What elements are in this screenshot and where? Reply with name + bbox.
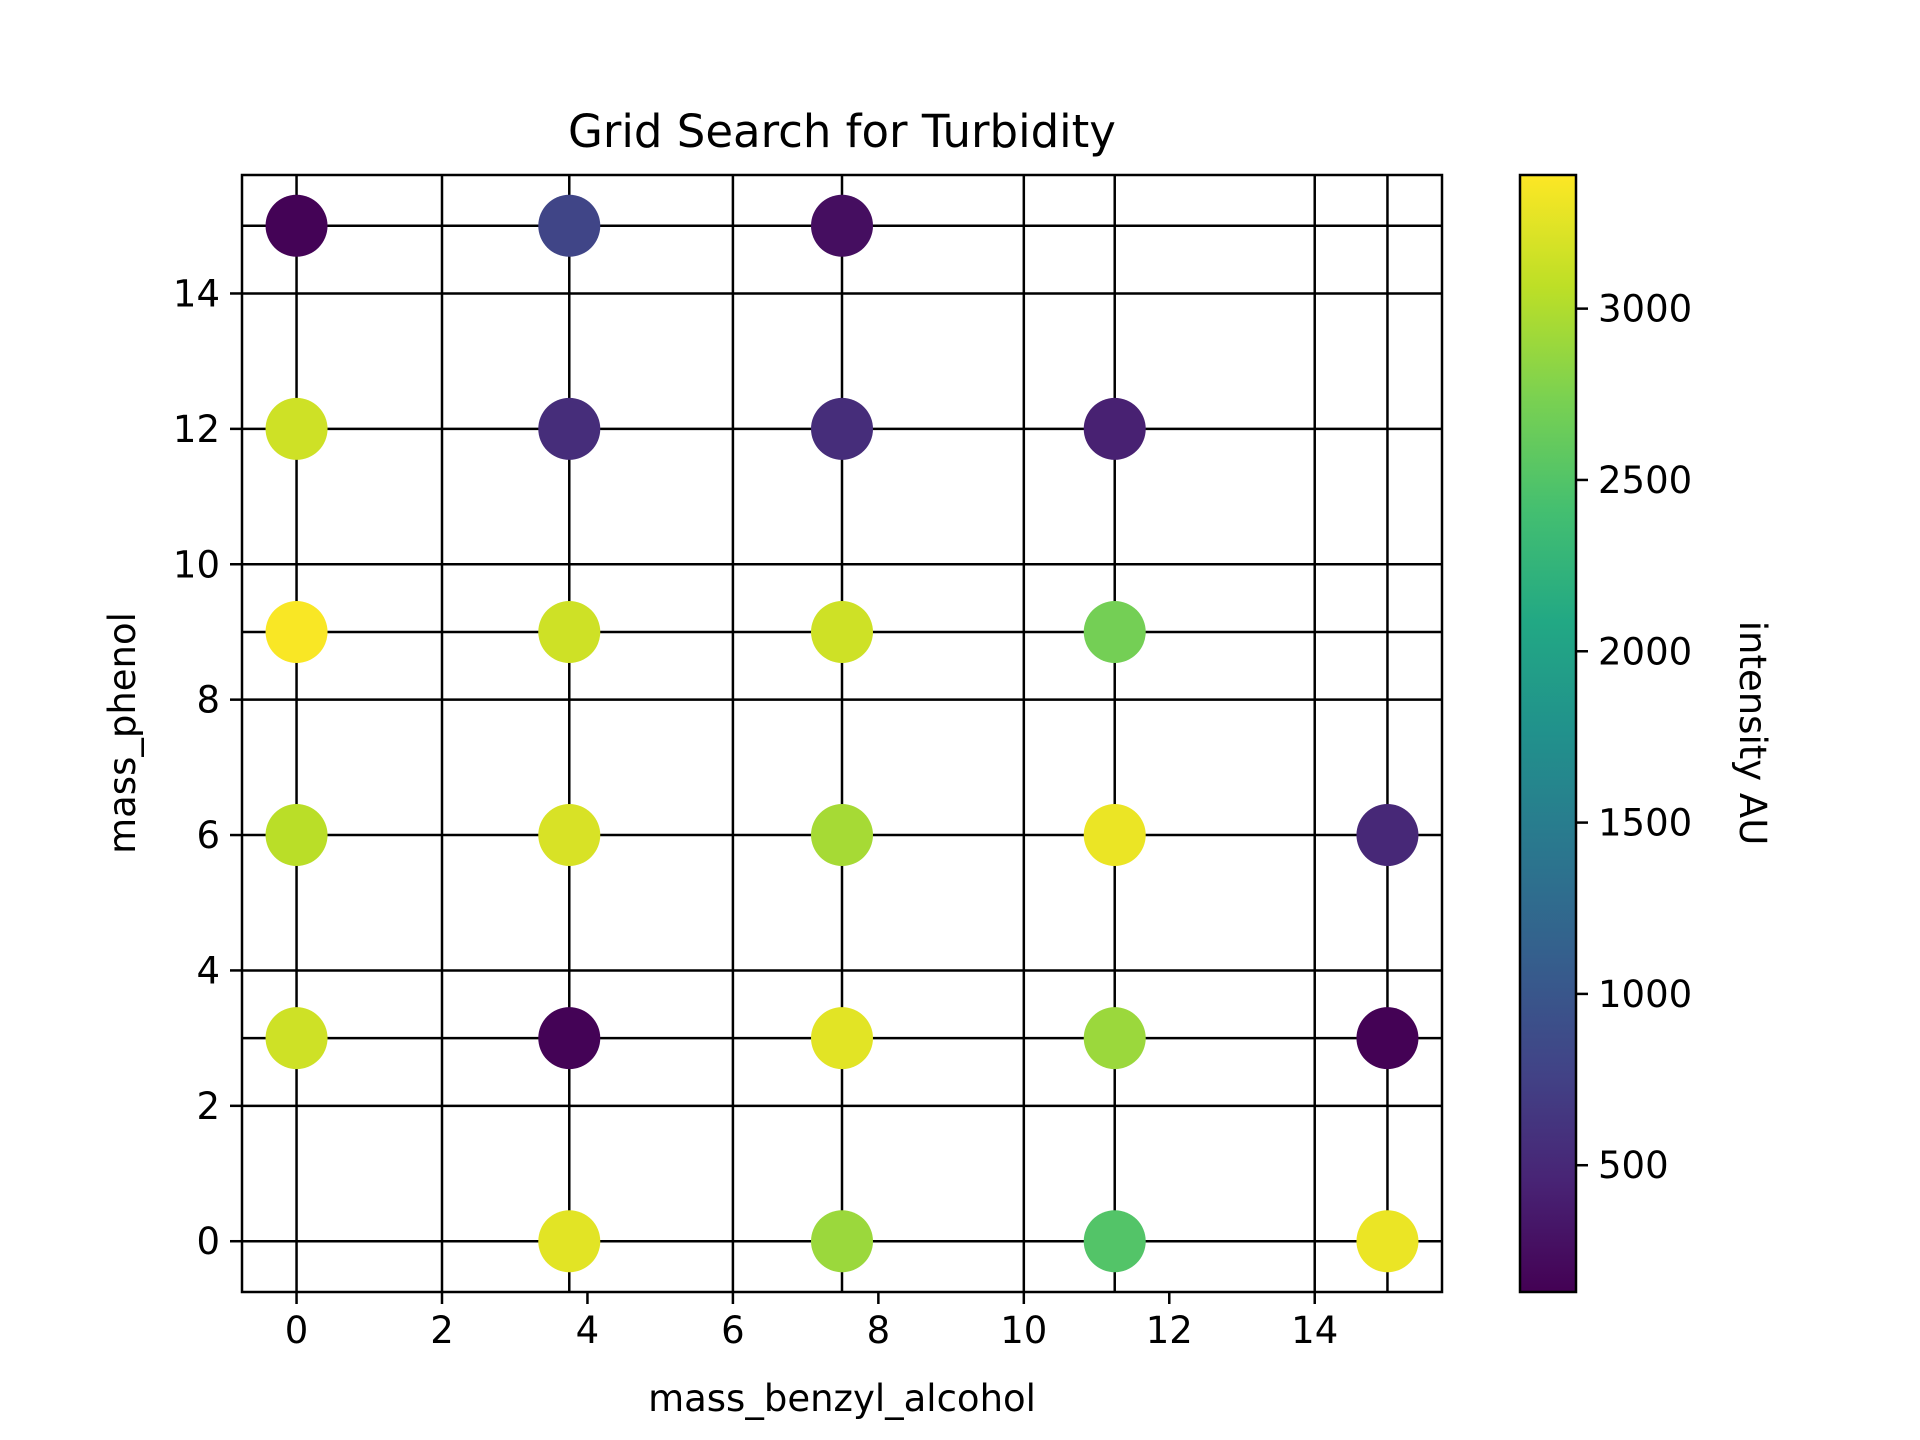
colorbar-label: intensity AU [1731, 621, 1774, 846]
y-tick-label: 0 [196, 1220, 220, 1263]
y-tick-label: 12 [173, 408, 220, 451]
data-point [1083, 1210, 1146, 1273]
data-points [265, 194, 1419, 1273]
x-tick-label: 10 [1000, 1309, 1047, 1352]
data-point [1083, 1007, 1146, 1070]
colorbar [1518, 173, 1578, 1294]
x-axis-label: mass_benzyl_alcohol [648, 1377, 1036, 1420]
chart-title: Grid Search for Turbidity [568, 105, 1116, 158]
data-point [265, 804, 328, 867]
y-tick-label: 8 [196, 679, 220, 722]
y-tick-label: 2 [196, 1085, 220, 1128]
y-axis-ticks: 0 2 4 6 8 10 12 14 [173, 272, 242, 1263]
colorbar-tick-label: 1500 [1598, 802, 1692, 845]
x-tick-label: 6 [721, 1309, 745, 1352]
colorbar-tick-label: 2000 [1598, 630, 1692, 673]
data-point [265, 600, 328, 663]
data-point [1356, 804, 1419, 867]
plot-area-frame [240, 173, 1444, 1294]
x-tick-label: 4 [576, 1309, 600, 1352]
y-tick-label: 10 [173, 543, 220, 586]
data-point [1356, 1007, 1419, 1070]
data-point [538, 397, 601, 460]
data-point [538, 600, 601, 663]
data-point [1083, 804, 1146, 867]
data-point [811, 194, 873, 257]
colorbar-tick-label: 1000 [1598, 973, 1692, 1016]
x-tick-label: 14 [1291, 1309, 1338, 1352]
colorbar-tick-label: 2500 [1598, 459, 1692, 502]
data-point [1083, 397, 1146, 460]
data-point [811, 1007, 873, 1070]
data-point [811, 397, 873, 460]
y-tick-label: 4 [196, 949, 220, 992]
data-point [538, 1007, 601, 1070]
x-axis-ticks: 0 2 4 6 8 10 12 14 [285, 1292, 1338, 1352]
colorbar-ticks: 500 1000 1500 2000 2500 3000 [1576, 288, 1692, 1187]
colorbar-tick-label: 500 [1598, 1144, 1669, 1187]
x-tick-label: 2 [430, 1309, 454, 1352]
data-point [265, 397, 328, 460]
colorbar-tick-label: 3000 [1598, 288, 1692, 331]
grid-lines [242, 175, 1442, 1292]
x-tick-label: 0 [285, 1309, 309, 1352]
y-tick-label: 6 [196, 814, 220, 857]
data-point [811, 600, 873, 663]
data-point [265, 194, 328, 257]
x-tick-label: 12 [1146, 1309, 1193, 1352]
x-tick-label: 8 [867, 1309, 891, 1352]
data-point [1083, 600, 1146, 663]
y-axis-label: mass_phenol [101, 612, 144, 854]
data-point [811, 804, 873, 867]
data-point [538, 1210, 601, 1273]
y-tick-label: 14 [173, 272, 220, 315]
data-point [538, 804, 601, 867]
data-point [265, 1007, 328, 1070]
data-point [1356, 1210, 1419, 1273]
data-point [811, 1210, 873, 1273]
data-point [538, 194, 601, 257]
